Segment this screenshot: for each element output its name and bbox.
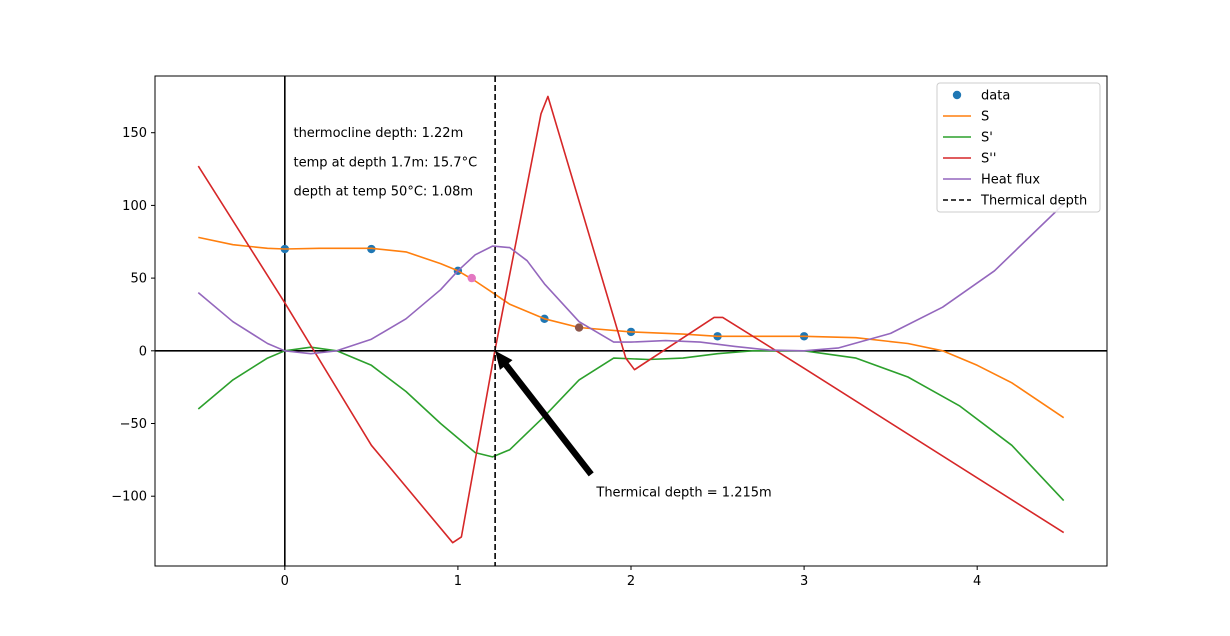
annotation-text: depth at temp 50°C: 1.08m (293, 184, 473, 199)
x-tick-label: 3 (800, 574, 808, 589)
legend-label: S' (981, 131, 993, 146)
x-tick-label: 0 (281, 574, 289, 589)
x-tick-label: 4 (973, 574, 981, 589)
y-tick-label: −100 (111, 490, 147, 505)
x-tick-label: 2 (627, 574, 635, 589)
legend-label: Thermical depth (980, 194, 1087, 209)
x-tick-label: 1 (454, 574, 462, 589)
y-tick-label: 100 (122, 199, 147, 214)
y-tick-label: 150 (122, 126, 147, 141)
annotation-text: Thermical depth = 1.215m (595, 485, 771, 500)
annotation-arrow (495, 350, 594, 477)
legend-label: S (981, 110, 989, 125)
annotation-text: temp at depth 1.7m: 15.7°C (293, 155, 477, 170)
series-s-double-prime-line (197, 95, 1065, 544)
y-tick-label: 0 (139, 344, 147, 359)
y-tick-label: 50 (130, 272, 147, 287)
series-s-line (198, 236, 1065, 419)
highlight-point (467, 273, 476, 283)
series-heat-flux-line (197, 203, 1065, 355)
legend-label: data (981, 89, 1010, 104)
highlight-point (574, 323, 584, 332)
legend-label: S'' (981, 152, 996, 167)
legend-box (936, 82, 1101, 213)
legend-label: Heat flux (981, 173, 1040, 188)
axis-ticks: 0 1 2 3 4 −100 −50 0 50 100 150 (111, 126, 981, 589)
legend: data S S' S'' Heat flux Thermical depth (936, 82, 1101, 213)
annotations: thermocline depth: 1.22m temp at depth 1.… (293, 126, 771, 500)
y-tick-label: −50 (120, 417, 147, 432)
annotation-text: thermocline depth: 1.22m (293, 126, 463, 141)
legend-marker (952, 90, 962, 100)
